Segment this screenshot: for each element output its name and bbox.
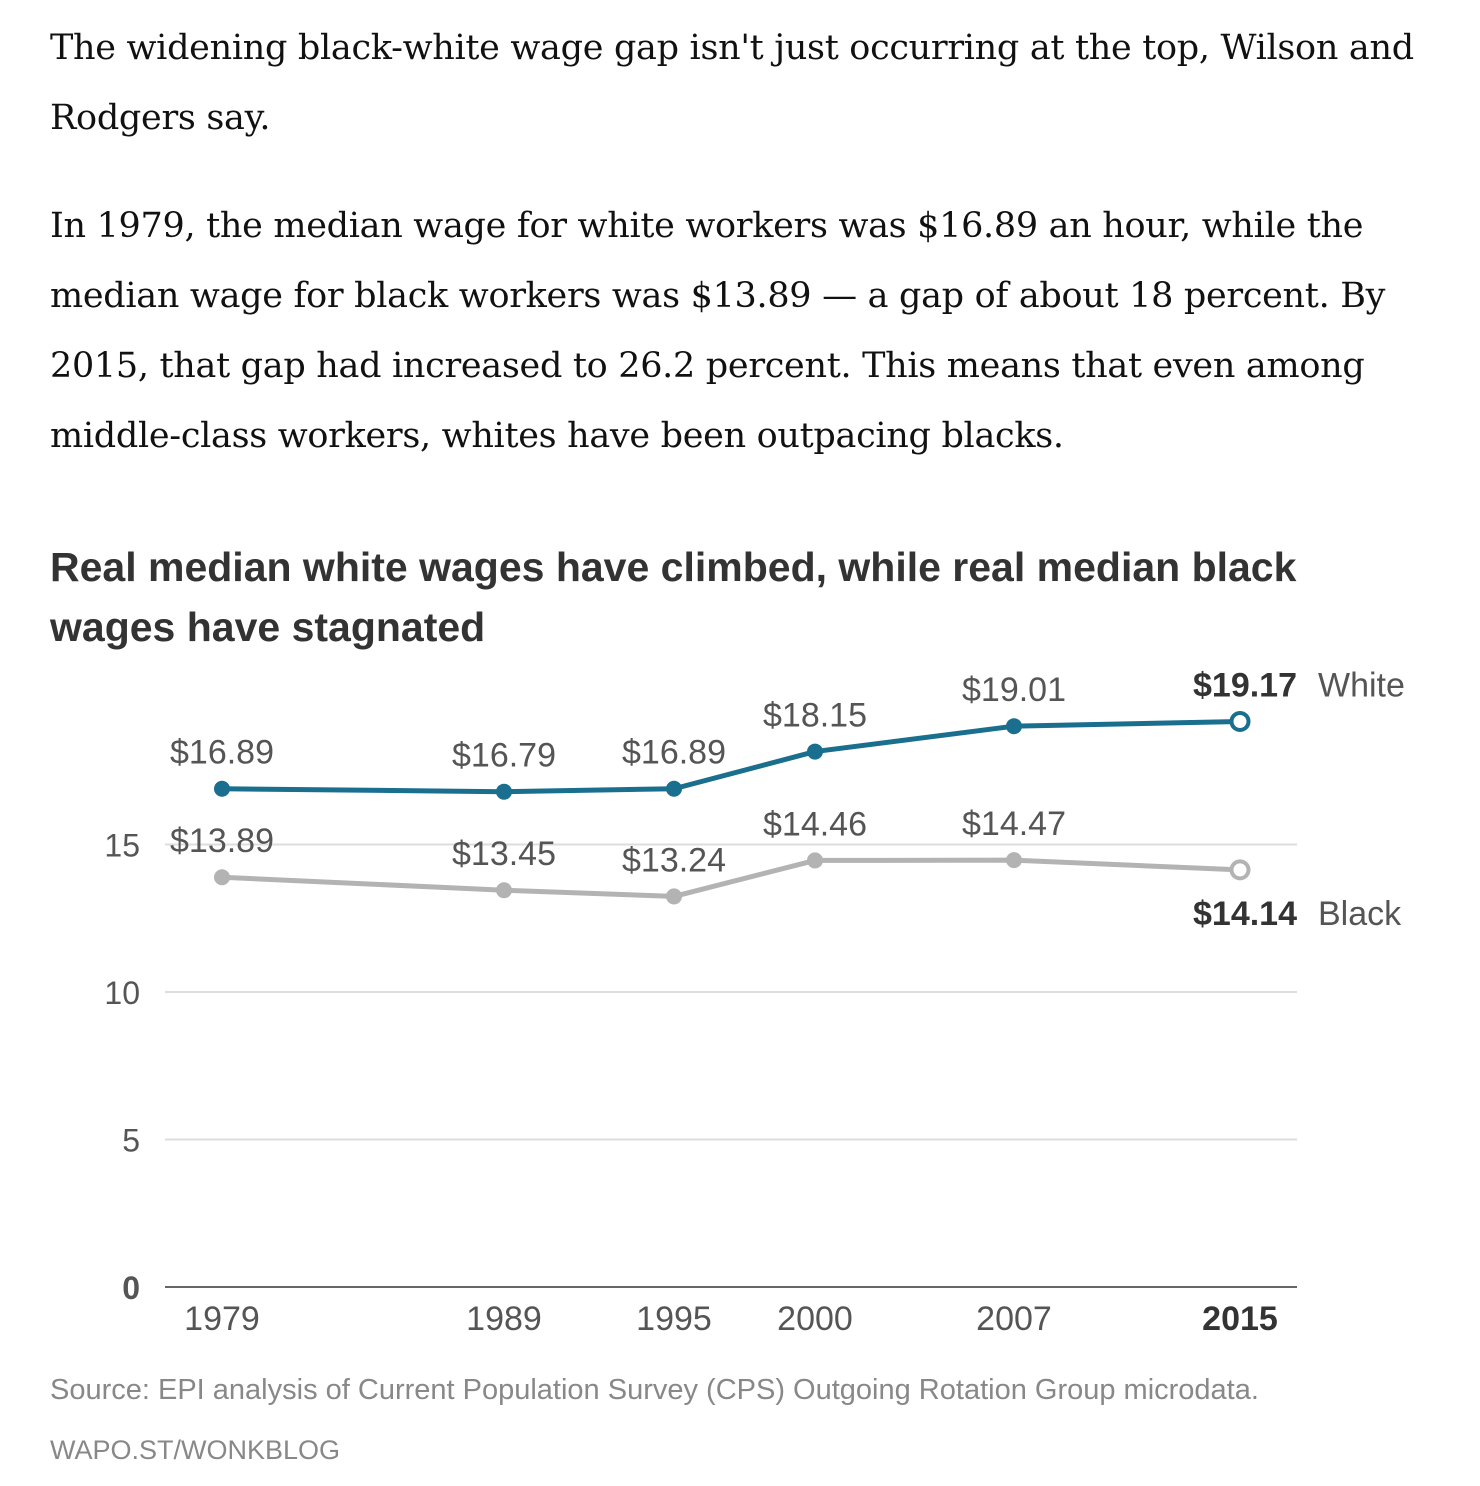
white-series-line — [219, 718, 1243, 795]
y-tick-label-10: 10 — [104, 975, 140, 1011]
black-point-1995 — [666, 888, 682, 905]
white-data-label-2000: $18.15 — [763, 697, 867, 735]
article-paragraph-1: The widening black-white wage gap isn't … — [50, 28, 1414, 138]
x-tick-label-1989: 1989 — [466, 1300, 542, 1338]
y-tick-label-5: 5 — [122, 1123, 140, 1159]
article-paragraph-2: In 1979, the median wage for white worke… — [50, 206, 1386, 456]
x-tick-label-1979: 1979 — [184, 1300, 260, 1338]
white-data-label-1989: $16.79 — [452, 737, 556, 775]
black-series-line — [219, 857, 1243, 899]
x-tick-label-2015: 2015 — [1202, 1300, 1278, 1338]
white-point-2007 — [1006, 718, 1022, 735]
black-point-1989 — [496, 882, 512, 899]
black-data-label-1995: $13.24 — [622, 841, 726, 879]
white-data-label-2007: $19.01 — [962, 671, 1066, 709]
black-data-label-2015: $14.14 — [1193, 895, 1297, 933]
white-data-label-1995: $16.89 — [622, 734, 726, 772]
black-data-label-1979: $13.89 — [170, 822, 274, 860]
black-point-2000 — [807, 852, 823, 869]
chart-credit: WAPO.ST/WONKBLOG — [50, 1435, 341, 1465]
chart-source: Source: EPI analysis of Current Populati… — [50, 1374, 1259, 1406]
black-point-1979 — [214, 869, 230, 886]
chart-title: Real median white wages have climbed, wh… — [50, 544, 1297, 650]
black-data-label-1989: $13.45 — [452, 835, 556, 873]
y-tick-label-0: 0 — [122, 1270, 140, 1306]
black-legend-label: Black — [1318, 895, 1402, 933]
white-point-1995 — [666, 780, 682, 797]
white-legend-label: White — [1318, 666, 1405, 704]
white-point-1979 — [214, 780, 230, 797]
black-data-label-2000: $14.46 — [763, 805, 867, 843]
white-data-label-1979: $16.89 — [170, 734, 274, 772]
x-tick-label-1995: 1995 — [636, 1300, 712, 1338]
black-point-2015 — [1229, 859, 1251, 881]
white-point-2000 — [807, 743, 823, 760]
white-point-2015 — [1229, 710, 1251, 732]
white-data-label-2015: $19.17 — [1193, 666, 1297, 704]
x-tick-label-2007: 2007 — [976, 1300, 1052, 1338]
wage-line-chart: 0 5 10 15 1979 1989 1995 2000 2007 2015 $16.89 $16.… — [104, 666, 1405, 1338]
black-point-2007 — [1006, 852, 1022, 869]
white-point-1989 — [496, 783, 512, 800]
x-tick-label-2000: 2000 — [777, 1300, 853, 1338]
y-tick-label-15: 15 — [104, 828, 140, 864]
black-data-label-2007: $14.47 — [962, 805, 1066, 843]
